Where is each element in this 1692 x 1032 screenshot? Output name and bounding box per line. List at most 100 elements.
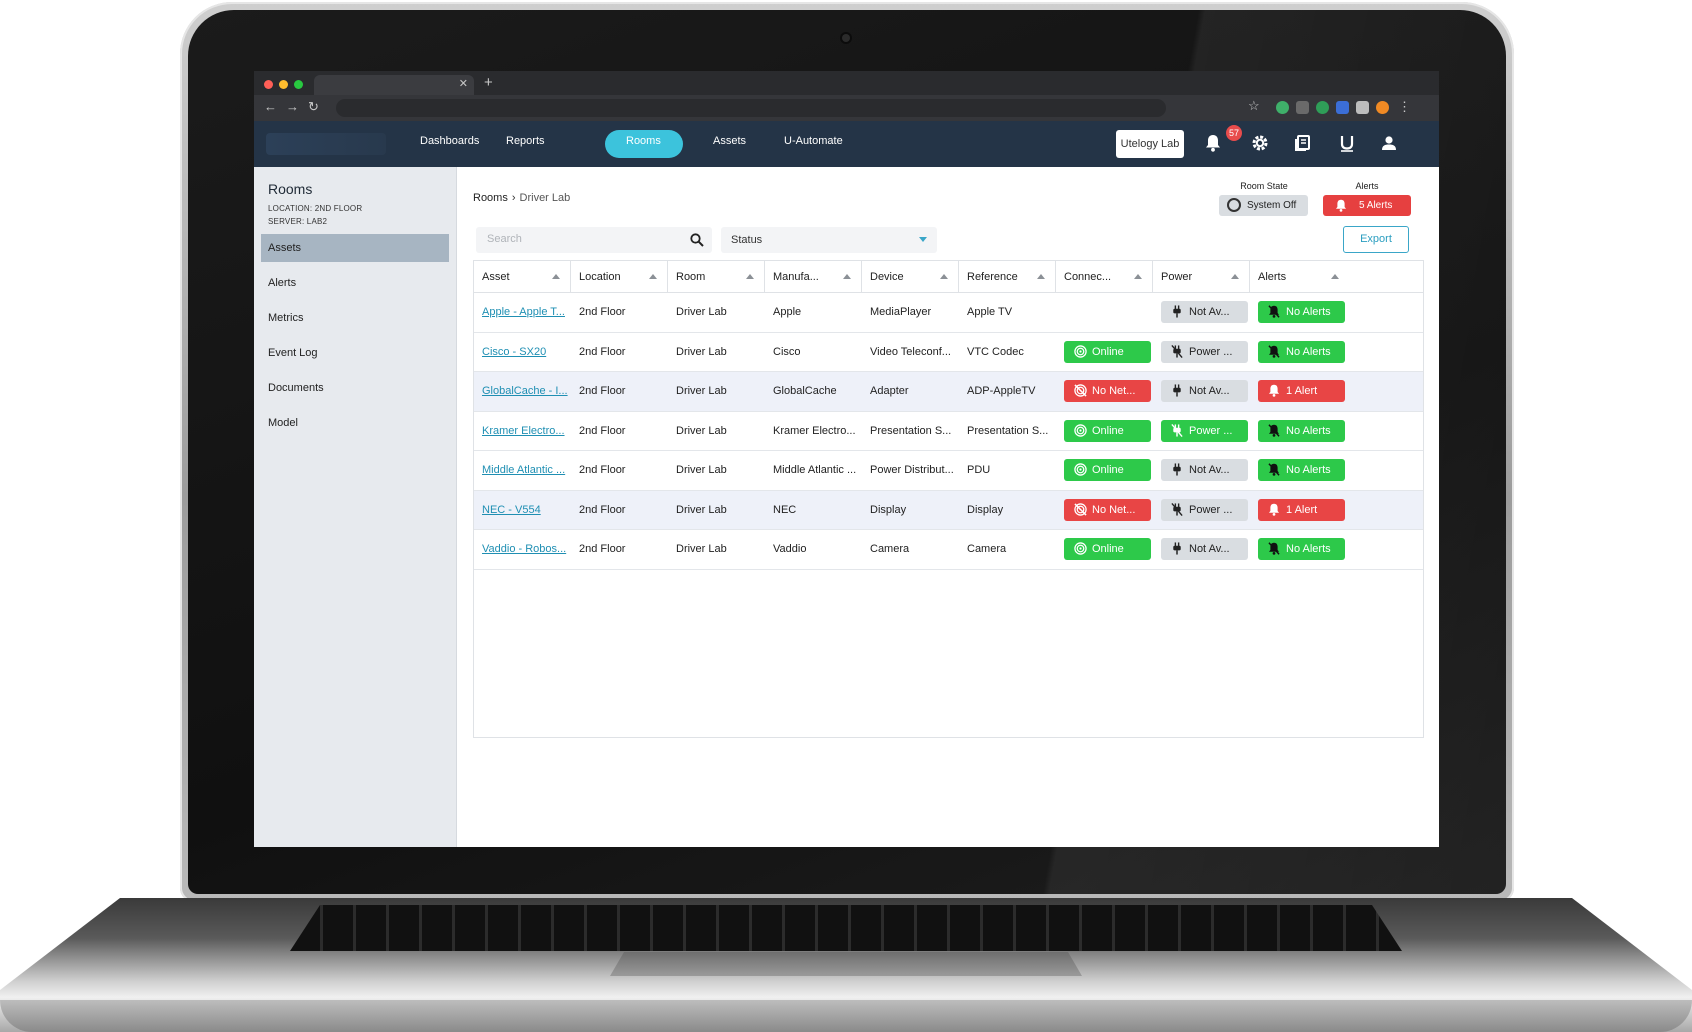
table-row[interactable]: Kramer Electro... 2nd Floor Driver Lab Kram… (474, 412, 1423, 451)
sort-arrow-icon[interactable] (1331, 274, 1339, 279)
sidebar-item-assets[interactable]: Assets (261, 234, 449, 262)
power-status-badge[interactable]: Not Av... (1161, 380, 1248, 402)
column-header[interactable]: Manufa... (765, 261, 862, 293)
alerts-summary-badge[interactable]: 5 Alerts (1323, 195, 1411, 216)
column-header[interactable]: Room (668, 261, 765, 293)
bookmark-star-icon[interactable]: ☆ (1248, 98, 1260, 113)
nav-u-automate[interactable]: U-Automate (784, 135, 843, 147)
settings-gear-icon[interactable] (1251, 134, 1271, 154)
alerts-status-badge[interactable]: No Alerts (1258, 459, 1345, 481)
sort-arrow-icon[interactable] (843, 274, 851, 279)
column-header[interactable]: Asset (474, 261, 571, 293)
room-cell: Driver Lab (676, 424, 727, 437)
sort-arrow-icon[interactable] (552, 274, 560, 279)
search-icon[interactable] (690, 233, 704, 247)
back-icon[interactable]: ← (264, 99, 277, 114)
nav-assets[interactable]: Assets (713, 135, 747, 147)
connection-status-badge[interactable]: Online (1064, 340, 1151, 363)
documents-icon[interactable] (1294, 134, 1314, 154)
notifications-bell-icon[interactable] (1205, 134, 1225, 154)
utelogy-u-icon[interactable] (1338, 134, 1358, 154)
column-header[interactable]: Device (862, 261, 959, 293)
puzzle-extensions-icon[interactable] (1356, 101, 1369, 114)
address-bar[interactable] (336, 99, 1166, 117)
asset-link[interactable]: Middle Atlantic ... (482, 464, 566, 476)
sort-arrow-icon[interactable] (940, 274, 948, 279)
asset-link[interactable]: GlobalCache - I... (482, 385, 568, 397)
sort-arrow-icon[interactable] (1134, 274, 1142, 279)
asset-link[interactable]: Vaddio - Robos... (482, 543, 567, 555)
search-input[interactable]: Search (476, 227, 712, 253)
sort-arrow-icon[interactable] (746, 274, 754, 279)
lab-selector-button[interactable]: Utelogy Lab (1116, 130, 1184, 158)
extension-icon[interactable] (1316, 101, 1329, 114)
connection-status-badge[interactable]: Online (1064, 538, 1151, 560)
browser-menu-icon[interactable]: ⋮ (1398, 99, 1411, 114)
table-row[interactable]: Apple - Apple T... 2nd Floor Driver Lab App… (474, 293, 1423, 333)
connection-status-badge[interactable]: Online (1064, 459, 1151, 481)
column-header[interactable]: Location (571, 261, 668, 293)
column-header[interactable]: Reference (959, 261, 1056, 293)
sidebar-item-alerts[interactable]: Alerts (268, 277, 297, 289)
profile-avatar[interactable] (1376, 101, 1389, 114)
power-status-badge[interactable]: Power ... (1161, 498, 1248, 521)
export-button[interactable]: Export (1343, 226, 1409, 253)
reference-cell: Apple TV (967, 306, 1013, 318)
column-header[interactable]: Connec... (1056, 261, 1153, 293)
window-minimize-icon[interactable] (279, 80, 288, 89)
column-header[interactable]: Power (1153, 261, 1250, 293)
connection-status-badge[interactable]: Online (1064, 419, 1151, 442)
alerts-status-label: No Alerts (1286, 345, 1331, 358)
sort-arrow-icon[interactable] (649, 274, 657, 279)
sort-arrow-icon[interactable] (1037, 274, 1045, 279)
alerts-status-badge[interactable]: 1 Alert (1258, 380, 1345, 402)
alerts-status-label: No Alerts (1286, 464, 1331, 476)
table-row[interactable]: Vaddio - Robos... 2nd Floor Driver Lab Vadd… (474, 530, 1423, 570)
alerts-status-badge[interactable]: No Alerts (1258, 340, 1345, 363)
asset-link[interactable]: Apple - Apple T... (482, 306, 565, 318)
table-row[interactable]: Middle Atlantic ... 2nd Floor Driver Lab Mi… (474, 451, 1423, 491)
sidebar-item-event-log[interactable]: Event Log (268, 347, 318, 359)
table-row[interactable]: Cisco - SX20 2nd Floor Driver Lab Cisco Vide… (474, 333, 1423, 372)
power-status-badge[interactable]: Power ... (1161, 340, 1248, 363)
column-header[interactable]: Alerts (1250, 261, 1349, 293)
browser-tab[interactable]: ✕ (314, 75, 474, 95)
new-tab-icon[interactable]: + (484, 74, 493, 91)
extension-icon[interactable] (1276, 101, 1289, 114)
extension-icon[interactable] (1336, 101, 1349, 114)
window-close-icon[interactable] (264, 80, 273, 89)
room-state-badge[interactable]: System Off (1219, 195, 1308, 216)
power-status-badge[interactable]: Not Av... (1161, 301, 1248, 323)
nav-dashboards[interactable]: Dashboards (420, 135, 480, 147)
asset-link[interactable]: Cisco - SX20 (482, 345, 547, 358)
laptop-front-lip (0, 1000, 1692, 1032)
sort-arrow-icon[interactable] (1231, 274, 1239, 279)
user-profile-icon[interactable] (1380, 134, 1400, 154)
sidebar-item-model[interactable]: Model (268, 417, 298, 429)
power-status-badge[interactable]: Not Av... (1161, 459, 1248, 481)
sidebar-item-documents[interactable]: Documents (268, 382, 324, 394)
asset-link[interactable]: NEC - V554 (482, 503, 541, 516)
alerts-status-badge[interactable]: No Alerts (1258, 538, 1345, 560)
room-cell: Driver Lab (676, 543, 727, 555)
nav-reports[interactable]: Reports (506, 135, 545, 147)
power-status-badge[interactable]: Power ... (1161, 419, 1248, 442)
extension-icon[interactable] (1296, 101, 1309, 114)
alerts-status-badge[interactable]: No Alerts (1258, 419, 1345, 442)
connection-status-badge[interactable]: No Net... (1064, 498, 1151, 521)
power-status-badge[interactable]: Not Av... (1161, 538, 1248, 560)
window-zoom-icon[interactable] (294, 80, 303, 89)
status-filter-select[interactable]: Status (721, 227, 937, 253)
reload-icon[interactable]: ↻ (308, 99, 319, 114)
table-row[interactable]: NEC - V554 2nd Floor Driver Lab NEC Display D… (474, 490, 1423, 530)
sidebar-item-metrics[interactable]: Metrics (268, 312, 304, 324)
nav-rooms[interactable]: Rooms (626, 135, 661, 147)
forward-icon[interactable]: → (286, 99, 299, 114)
breadcrumb-rooms[interactable]: Rooms (473, 192, 508, 204)
connection-status-badge[interactable]: No Net... (1064, 380, 1151, 402)
table-row[interactable]: GlobalCache - I... 2nd Floor Driver Lab Glo… (474, 372, 1423, 412)
asset-link[interactable]: Kramer Electro... (482, 424, 565, 437)
tab-close-icon[interactable]: ✕ (458, 78, 468, 90)
alerts-status-badge[interactable]: 1 Alert (1258, 498, 1345, 521)
alerts-status-badge[interactable]: No Alerts (1258, 301, 1345, 323)
